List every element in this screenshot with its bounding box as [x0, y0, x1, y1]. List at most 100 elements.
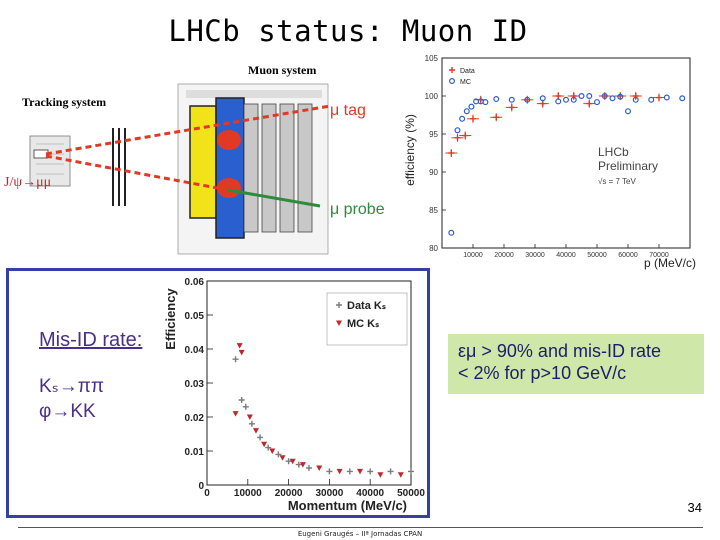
eff-annotation: √s = 7 TeV: [598, 177, 636, 186]
mu-tag-label: μ tag: [330, 102, 366, 119]
misid-legend-marker: [336, 320, 342, 326]
misid-mc-point: [377, 472, 384, 478]
eff-data-point: [470, 115, 476, 122]
eff-mc-point: [555, 98, 562, 105]
eff-mc-point: [468, 103, 475, 110]
summary-box: εμ > 90% and mis-ID rate < 2% for p>10 G…: [448, 334, 704, 394]
misid-x-tick-label: 40000: [356, 488, 384, 499]
summary-line-2: < 2% for p>10 GeV/c: [458, 363, 627, 383]
misid-mc-point: [252, 428, 259, 434]
misid-y-tick-label: 0.06: [185, 277, 205, 288]
footer-divider: [18, 527, 703, 528]
eff-data-point: [586, 100, 593, 107]
efficiency-plot: 80 85 90 95 100 105 10000 20000 30000 40000 50000 6…: [400, 52, 716, 274]
eff-x-axis-label: p (MeV/c): [644, 256, 696, 270]
eff-mc-point: [617, 93, 624, 100]
eff-legend-label: Data: [460, 68, 475, 75]
misid-mc-point: [236, 343, 243, 349]
eff-data-point: [632, 93, 639, 99]
misid-data-point: [387, 468, 394, 475]
summary-line-1: εμ > 90% and mis-ID rate: [458, 341, 661, 361]
eff-legend-label: MC: [460, 79, 471, 86]
probe-track: [227, 188, 321, 208]
eff-mc-point: [578, 92, 585, 99]
misid-y-tick-label: 0.01: [185, 447, 205, 458]
misid-data-point: [326, 468, 333, 475]
misid-y-tick-label: 0.03: [185, 379, 205, 390]
eff-data-point: [493, 114, 500, 121]
misid-data-point: [295, 461, 302, 468]
eff-data-point: [656, 94, 662, 101]
misid-data-point: [285, 458, 292, 465]
muon-system-label: Muon system: [248, 63, 316, 77]
eff-mc-point: [463, 108, 470, 115]
jpsi-decay-label: J/ψ→μμ: [4, 175, 51, 190]
ks-decay-label: Kₛ→ππ: [39, 376, 104, 397]
misid-x-tick-label: 50000: [397, 488, 425, 499]
misid-data-point: [232, 356, 239, 363]
misid-mc-point: [289, 458, 296, 465]
eff-mc-point: [508, 96, 515, 103]
eff-data-point: [555, 93, 562, 99]
misid-data-point: [408, 468, 414, 475]
eff-mc-point: [563, 96, 570, 103]
tracking-stations: [29, 135, 71, 187]
misid-legend-marker: [336, 302, 342, 308]
eff-x-tick-label: 30000: [525, 252, 545, 259]
eff-mc-point: [586, 92, 593, 99]
mu-probe-label: μ probe: [330, 201, 385, 218]
misid-mc-point: [397, 472, 404, 478]
eff-y-tick-label: 100: [425, 92, 439, 101]
muon-hit-upper: [217, 130, 241, 150]
misid-data-point: [257, 434, 264, 441]
eff-mc-point: [601, 92, 608, 99]
eff-y-axis-label: efficiency (%): [403, 114, 417, 186]
misid-data-point: [265, 444, 272, 451]
misid-mc-point: [261, 441, 268, 448]
eff-x-tick-label: 10000: [463, 252, 483, 259]
eff-y-tick-label: 85: [429, 206, 438, 215]
eff-y-tick-label: 95: [429, 130, 438, 139]
eff-plot-frame: [441, 57, 691, 249]
misid-mc-point: [246, 414, 253, 420]
misid-y-tick-label: 0.04: [185, 345, 205, 356]
phi-decay-label: φ→KK: [39, 401, 96, 422]
misid-panel: 0 0.01 0.02 0.03 0.04 0.05 0.06 0 10000 20000 3000…: [6, 268, 430, 518]
slide-title: LHCb status: Muon ID: [168, 14, 528, 48]
misid-heading: Mis-ID rate:: [39, 329, 143, 351]
tag-track: [45, 104, 331, 156]
muon-hit-lower: [217, 178, 241, 198]
misid-mc-point: [269, 448, 276, 454]
eff-y-tick-label: 90: [429, 168, 438, 177]
misid-mc-point: [336, 468, 343, 475]
eff-x-tick-label: 60000: [618, 252, 638, 259]
misid-mc-point: [357, 468, 363, 475]
eff-mc-point: [632, 96, 639, 103]
probe-track-red: [45, 154, 229, 192]
eff-mc-point: [539, 95, 546, 102]
misid-x-axis-label: Momentum (MeV/c): [288, 498, 407, 513]
eff-x-tick-label: 40000: [556, 252, 576, 259]
eff-x-tick-label: 20000: [494, 252, 514, 259]
misid-data-point: [346, 468, 353, 475]
eff-mc-point: [594, 99, 601, 106]
eff-mc-point: [524, 96, 531, 103]
misid-data-point: [306, 465, 312, 471]
misid-data-point: [275, 451, 282, 458]
misid-y-tick-label: 0.05: [185, 311, 205, 322]
eff-mc-point: [459, 115, 466, 122]
misid-mc-point: [238, 349, 245, 356]
eff-annotation: Preliminary: [598, 159, 658, 173]
eff-legend-marker: [448, 78, 455, 85]
misid-legend-label: MC Kₛ: [347, 318, 379, 330]
tracking-system-label: Tracking system: [22, 95, 106, 109]
eff-x-tick-label: 50000: [587, 252, 607, 259]
misid-data-point: [248, 420, 255, 427]
misid-legend-label: Data Kₛ: [347, 300, 386, 312]
misid-y-tick-label: 0: [198, 481, 204, 492]
misid-x-tick-label: 20000: [275, 488, 303, 499]
misid-data-point: [238, 397, 245, 403]
eff-data-point: [462, 132, 469, 139]
eff-data-point: [539, 100, 546, 107]
eff-data-point: [508, 104, 515, 111]
